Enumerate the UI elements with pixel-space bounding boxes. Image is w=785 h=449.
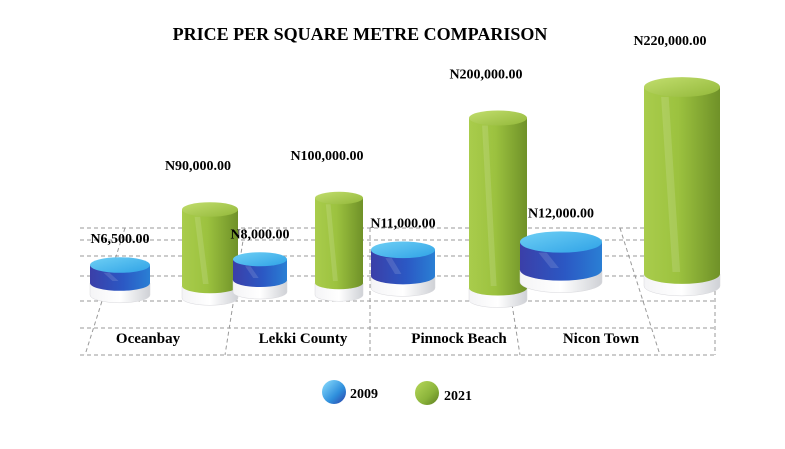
- bar-2021-0: [181, 202, 239, 306]
- grid-line: [619, 227, 661, 356]
- chart-title: PRICE PER SQUARE METRE COMPARISON: [173, 24, 548, 44]
- value-label-2021: N90,000.00: [165, 159, 231, 174]
- bar-2021-3: [643, 77, 721, 297]
- value-label-2009: N6,500.00: [90, 232, 149, 247]
- value-label-2021: N200,000.00: [449, 67, 522, 82]
- category-label: Nicon Town: [563, 331, 640, 347]
- value-label-2021: N100,000.00: [290, 149, 363, 164]
- legend-swatch-2021: [415, 381, 439, 405]
- value-label-2021: N220,000.00: [633, 34, 706, 49]
- bar-2009-1: [232, 252, 288, 300]
- legend-label-2009: 2009: [350, 387, 378, 402]
- legend-label-2021: 2021: [444, 389, 472, 404]
- category-label: Lekki County: [259, 331, 348, 347]
- category-labels: Oceanbay Lekki County Pinnock Beach Nicon T…: [116, 331, 640, 347]
- bar-2009-0: [89, 257, 151, 304]
- value-label-2009: N8,000.00: [230, 227, 289, 242]
- bars: [89, 77, 721, 308]
- legend-item-2009: 2009: [322, 380, 378, 404]
- bar-2009-3: [519, 231, 603, 293]
- legend-item-2021: 2021: [415, 381, 472, 405]
- bar-2009-2: [370, 241, 436, 297]
- legend: 2009 2021: [322, 380, 472, 405]
- value-labels: N6,500.00 N90,000.00 N8,000.00 N100,000.00 N…: [90, 34, 706, 247]
- legend-swatch-2009: [322, 380, 346, 404]
- value-label-2009: N12,000.00: [528, 206, 594, 221]
- value-label-2009: N11,000.00: [370, 216, 435, 231]
- category-label: Oceanbay: [116, 331, 181, 347]
- category-label: Pinnock Beach: [411, 331, 507, 347]
- bar-2021-1: [314, 191, 364, 302]
- bar-2021-2: [468, 110, 528, 308]
